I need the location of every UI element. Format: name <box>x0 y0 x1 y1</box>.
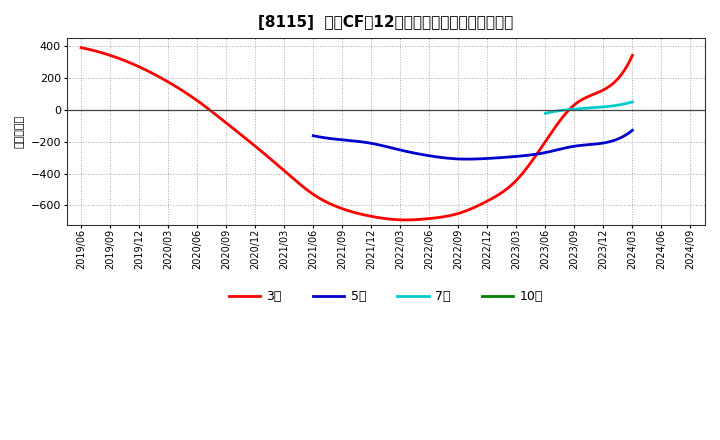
Legend: 3年, 5年, 7年, 10年: 3年, 5年, 7年, 10年 <box>224 285 547 308</box>
Y-axis label: （百万円）: （百万円） <box>15 115 25 148</box>
Title: [8115]  営業CFだ12か月移動合計の平均値の推移: [8115] 営業CFだ12か月移動合計の平均値の推移 <box>258 15 513 30</box>
